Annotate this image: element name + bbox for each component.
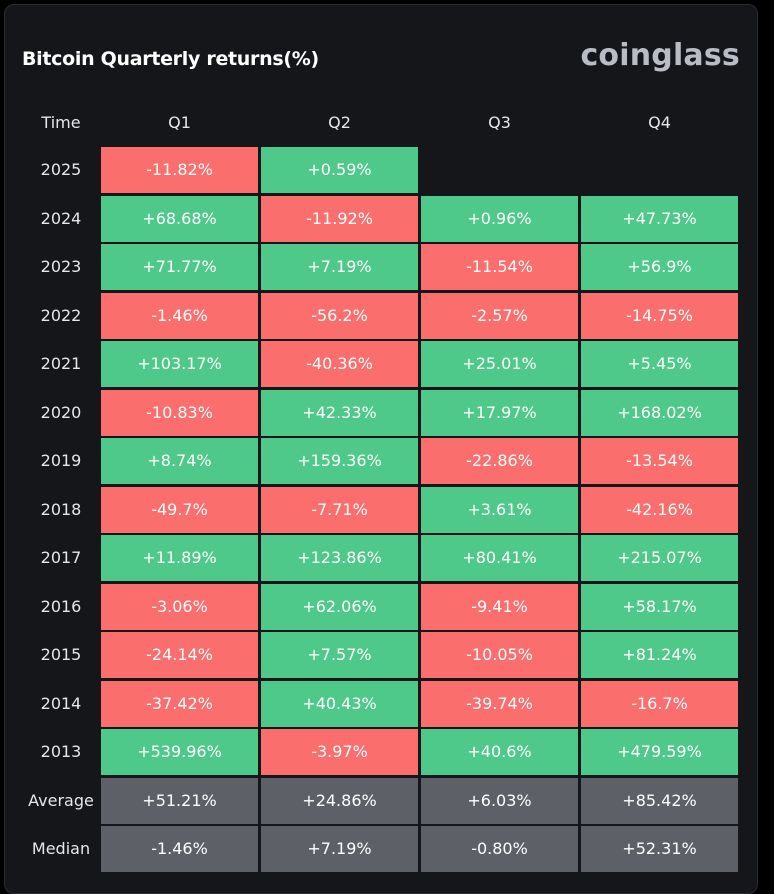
return-cell-q2: +62.06% — [261, 583, 418, 630]
return-cell-q1: -10.83% — [101, 389, 258, 436]
return-cell-q3: -11.54% — [421, 244, 578, 290]
return-cell-q4 — [581, 147, 738, 193]
return-cell-q1: +8.74% — [101, 438, 258, 484]
return-cell-q1: +51.21% — [101, 777, 258, 824]
return-cell-q2: +42.33% — [261, 389, 418, 436]
year-label: 2020 — [40, 402, 82, 422]
year-label: 2025 — [40, 160, 82, 179]
year-label: 2014 — [40, 693, 82, 713]
return-cell-q3: +0.96% — [421, 195, 578, 242]
return-cell-q3: -39.74% — [421, 680, 578, 727]
header-q1: Q1 — [168, 113, 191, 132]
return-cell-q3: -22.86% — [421, 438, 578, 484]
table-row-2018: 2018 -49.7% -7.71% +3.61% -42.16% — [0, 486, 774, 533]
header-q3: Q3 — [488, 113, 511, 132]
return-cell-q1: +11.89% — [101, 535, 258, 581]
return-cell-q1: +103.17% — [101, 341, 258, 387]
return-cell-q3: +17.97% — [421, 389, 578, 436]
return-cell-q1: -3.06% — [101, 583, 258, 630]
table-row-2016: 2016 -3.06% +62.06% -9.41% +58.17% — [0, 583, 774, 630]
return-cell-q3: -10.05% — [421, 632, 578, 678]
year-label: 2019 — [40, 451, 82, 470]
table-row-2025: 2025 -11.82% +0.59% — [0, 147, 774, 193]
year-label: 2024 — [40, 208, 82, 228]
return-cell-q4: -14.75% — [581, 292, 738, 339]
return-cell-q1: -1.46% — [101, 826, 258, 872]
table-row-2024: 2024 +68.68% -11.92% +0.96% +47.73% — [0, 195, 774, 242]
return-cell-q2: -40.36% — [261, 341, 418, 387]
return-cell-q2: +0.59% — [261, 147, 418, 193]
return-cell-q3: +3.61% — [421, 486, 578, 533]
return-cell-q4: +479.59% — [581, 729, 738, 775]
return-cell-q1: -37.42% — [101, 680, 258, 727]
return-cell-q4: +56.9% — [581, 244, 738, 290]
return-cell-q3: -2.57% — [421, 292, 578, 339]
stat-row-median: Median -1.46% +7.19% -0.80% +52.31% — [0, 826, 774, 872]
year-label: 2015 — [40, 645, 82, 664]
return-cell-q2: +159.36% — [261, 438, 418, 484]
return-cell-q4: +47.73% — [581, 195, 738, 242]
return-cell-q3: -9.41% — [421, 583, 578, 630]
return-cell-q4: -13.54% — [581, 438, 738, 484]
return-cell-q4: +215.07% — [581, 535, 738, 581]
table-row-2019: 2019 +8.74% +159.36% -22.86% -13.54% — [0, 438, 774, 484]
year-label: 2021 — [40, 354, 82, 373]
return-cell-q1: +71.77% — [101, 244, 258, 290]
return-cell-q3: +40.6% — [421, 729, 578, 775]
return-cell-q3: +6.03% — [421, 777, 578, 824]
header-q4: Q4 — [648, 113, 671, 132]
page-title: Bitcoin Quarterly returns(%) — [22, 48, 319, 70]
return-cell-q3: +80.41% — [421, 535, 578, 581]
table-header: Time Q1 Q2 Q3 Q4 — [0, 108, 774, 138]
year-label: 2013 — [40, 742, 82, 761]
return-cell-q4: +85.42% — [581, 777, 738, 824]
return-cell-q3 — [421, 147, 578, 193]
header-q2: Q2 — [328, 113, 351, 132]
return-cell-q1: +68.68% — [101, 195, 258, 242]
return-cell-q4: -42.16% — [581, 486, 738, 533]
return-cell-q1: +539.96% — [101, 729, 258, 775]
return-cell-q4: +81.24% — [581, 632, 738, 678]
return-cell-q4: +5.45% — [581, 341, 738, 387]
return-cell-q2: +7.57% — [261, 632, 418, 678]
return-cell-q1: -24.14% — [101, 632, 258, 678]
year-label: 2017 — [40, 548, 82, 567]
return-cell-q2: +24.86% — [261, 777, 418, 824]
brand-logo: coinglass — [580, 38, 740, 73]
return-cell-q4: +58.17% — [581, 583, 738, 630]
return-cell-q1: -49.7% — [101, 486, 258, 533]
return-cell-q1: -1.46% — [101, 292, 258, 339]
return-cell-q3: -0.80% — [421, 826, 578, 872]
year-label: 2016 — [40, 596, 82, 616]
return-cell-q4: +168.02% — [581, 389, 738, 436]
table-row-2023: 2023 +71.77% +7.19% -11.54% +56.9% — [0, 244, 774, 290]
return-cell-q2: -11.92% — [261, 195, 418, 242]
table-row-2013: 2013 +539.96% -3.97% +40.6% +479.59% — [0, 729, 774, 775]
return-cell-q2: -3.97% — [261, 729, 418, 775]
table-row-2020: 2020 -10.83% +42.33% +17.97% +168.02% — [0, 389, 774, 436]
return-cell-q1: -11.82% — [101, 147, 258, 193]
return-cell-q2: -56.2% — [261, 292, 418, 339]
return-cell-q2: -7.71% — [261, 486, 418, 533]
stat-label: Median — [31, 839, 91, 858]
return-cell-q2: +40.43% — [261, 680, 418, 727]
return-cell-q3: +25.01% — [421, 341, 578, 387]
return-cell-q2: +7.19% — [261, 244, 418, 290]
year-label: 2023 — [40, 257, 82, 276]
return-cell-q2: +123.86% — [261, 535, 418, 581]
stat-row-average: Average +51.21% +24.86% +6.03% +85.42% — [0, 777, 774, 824]
year-label: 2022 — [40, 305, 82, 325]
year-label: 2018 — [40, 499, 82, 519]
table-row-2014: 2014 -37.42% +40.43% -39.74% -16.7% — [0, 680, 774, 727]
table-row-2017: 2017 +11.89% +123.86% +80.41% +215.07% — [0, 535, 774, 581]
return-cell-q4: +52.31% — [581, 826, 738, 872]
return-cell-q2: +7.19% — [261, 826, 418, 872]
table-row-2021: 2021 +103.17% -40.36% +25.01% +5.45% — [0, 341, 774, 387]
return-cell-q4: -16.7% — [581, 680, 738, 727]
header-time: Time — [41, 113, 81, 132]
table-row-2015: 2015 -24.14% +7.57% -10.05% +81.24% — [0, 632, 774, 678]
table-row-2022: 2022 -1.46% -56.2% -2.57% -14.75% — [0, 292, 774, 339]
stat-label: Average — [28, 790, 94, 810]
